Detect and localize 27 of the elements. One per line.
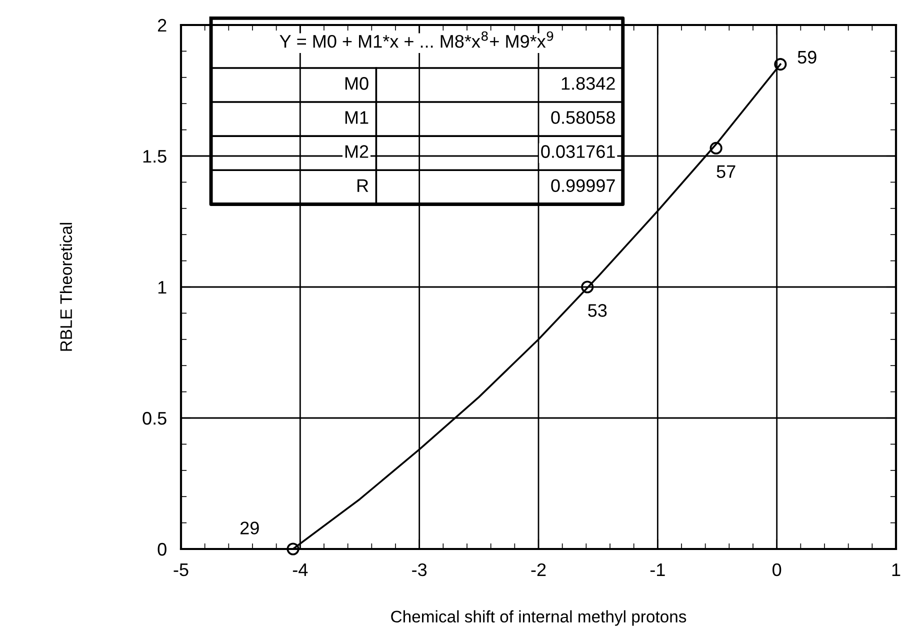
annotation: 1.8342 [562, 77, 615, 90]
annotation: 0.031761 [541, 145, 615, 158]
y-axis-title: RBLE Theoretical [60, 222, 72, 351]
x-axis-title: Chemical shift of internal methyl protons [391, 610, 686, 626]
x-tick-label: 0 [772, 563, 782, 576]
annotation: 29 [240, 522, 259, 534]
annotation: 0.58058 [551, 111, 615, 124]
annotation: R [357, 179, 368, 192]
y-tick-label: 0 [158, 542, 166, 556]
annotation: Y = M0 + M1*x + ... M8*x$^{8}$+ M9*x$^{9}$ [280, 31, 554, 48]
annotation: M1 [345, 111, 368, 124]
annotation: 59 [798, 50, 816, 64]
y-tick-label: 2 [158, 18, 166, 32]
annotation: M2 [345, 145, 368, 158]
annotation: M0 [345, 77, 368, 90]
x-tick-label: 1 [892, 564, 900, 576]
y-tick-label: 1 [158, 281, 166, 294]
x-tick-label: -1 [650, 564, 665, 576]
x-tick-label: -3 [412, 563, 427, 576]
annotation: 57 [716, 165, 736, 178]
annotation: 0.99997 [551, 179, 615, 192]
x-tick-label: -4 [292, 564, 308, 576]
y-tick-label: 1.5 [143, 150, 166, 163]
x-tick-label: -2 [531, 563, 546, 576]
y-tick-label: 0.5 [142, 412, 166, 425]
x-tick-label: -5 [174, 564, 188, 576]
annotation: 53 [588, 304, 607, 317]
